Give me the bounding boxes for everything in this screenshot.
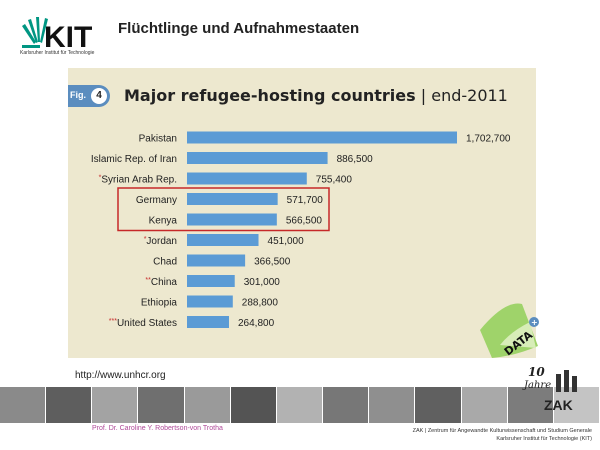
category-name: United States — [117, 318, 177, 329]
photo — [415, 387, 461, 423]
bar — [187, 193, 278, 205]
category-label: Islamic Rep. of Iran — [91, 154, 177, 165]
figure-label: Fig. — [70, 90, 86, 100]
photo — [138, 387, 184, 423]
figure-number: 4 — [91, 88, 107, 104]
zak-name: ZAK — [544, 397, 573, 413]
data-badge: DATA + — [480, 303, 539, 358]
category-label: *Syrian Arab Rep. — [99, 175, 177, 186]
value-label: 566,500 — [286, 216, 323, 227]
chart-panel — [68, 68, 536, 358]
kit-logo: KIT — [22, 17, 92, 54]
bar — [187, 254, 246, 267]
value-label: 301,000 — [244, 277, 281, 288]
chart-title-sub: | end-2011 — [415, 86, 508, 105]
value-label: 1,702,700 — [466, 134, 511, 145]
photo — [507, 387, 553, 423]
value-label: 451,000 — [268, 236, 305, 247]
kit-logo-text: KIT — [44, 21, 92, 54]
category-label: Ethiopia — [141, 298, 178, 309]
footer-institution-line2: Karlsruher Institut für Technologie (KIT… — [496, 436, 592, 442]
photo — [461, 387, 507, 423]
category-label: *Jordan — [144, 236, 177, 247]
bar — [187, 213, 277, 226]
zak-years-word: Jahre — [522, 380, 551, 391]
bar — [187, 152, 328, 164]
category-label: Chad — [153, 257, 177, 268]
bar — [187, 316, 229, 328]
photo — [276, 387, 323, 423]
footer-author: Prof. Dr. Caroline Y. Robertson-von Trot… — [92, 425, 223, 432]
photo-strip — [0, 387, 600, 423]
value-label: 288,800 — [242, 298, 279, 309]
value-label: 366,500 — [254, 257, 291, 268]
photo — [92, 387, 138, 423]
category-name: China — [151, 277, 178, 288]
source-link[interactable]: http://www.unhcr.org — [75, 370, 166, 381]
plus-icon — [529, 317, 539, 327]
kit-logo-subtitle: Karlsruher Institut für Technologie — [20, 50, 95, 56]
slide-header: KIT Karlsruher Institut für Technologie … — [0, 0, 600, 62]
category-label: Kenya — [149, 216, 178, 227]
category-name: Jordan — [146, 236, 177, 247]
bar — [187, 295, 233, 308]
footnote-marker: *** — [109, 318, 117, 325]
slide-title: Flüchtlinge und Aufnahmestaaten — [118, 20, 360, 37]
chart-title-main: Major refugee-hosting countries — [124, 86, 416, 105]
photo — [369, 387, 415, 423]
footnote-marker: * — [99, 175, 102, 182]
photo — [553, 387, 600, 423]
chart-title: Major refugee-hosting countries | end-20… — [124, 86, 508, 105]
footnote-marker: ** — [145, 277, 151, 284]
value-label: 264,800 — [238, 318, 275, 329]
category-name: Syrian Arab Rep. — [101, 175, 177, 186]
bar — [187, 131, 457, 144]
bar — [187, 172, 307, 185]
footer-institution: ZAK | Zentrum für Angewandte Kulturwisse… — [413, 427, 592, 443]
category-label: Pakistan — [139, 134, 177, 145]
category-label: **China — [145, 277, 177, 288]
highlight-box — [117, 187, 330, 232]
plus-icon-glyph: + — [531, 318, 538, 327]
category-label: ***United States — [109, 318, 177, 329]
photo — [0, 387, 46, 423]
zak-logo: 10 Jahre ZAK — [522, 365, 577, 413]
photo — [46, 387, 92, 423]
value-label: 886,500 — [337, 154, 374, 165]
value-label: 571,700 — [287, 195, 324, 206]
zak-years-num: 10 — [528, 365, 545, 379]
bar — [187, 275, 235, 287]
photo — [323, 387, 369, 423]
bar — [187, 234, 259, 246]
value-label: 755,400 — [316, 175, 353, 186]
footer-institution-line1: ZAK | Zentrum für Angewandte Kulturwisse… — [412, 428, 592, 434]
photo — [184, 387, 230, 423]
footnote-marker: * — [144, 236, 147, 243]
bar-group: Pakistan 1,702,700 Islamic Rep. of Iran 886… — [91, 131, 511, 329]
photo — [230, 387, 276, 423]
category-label: Germany — [136, 195, 177, 206]
